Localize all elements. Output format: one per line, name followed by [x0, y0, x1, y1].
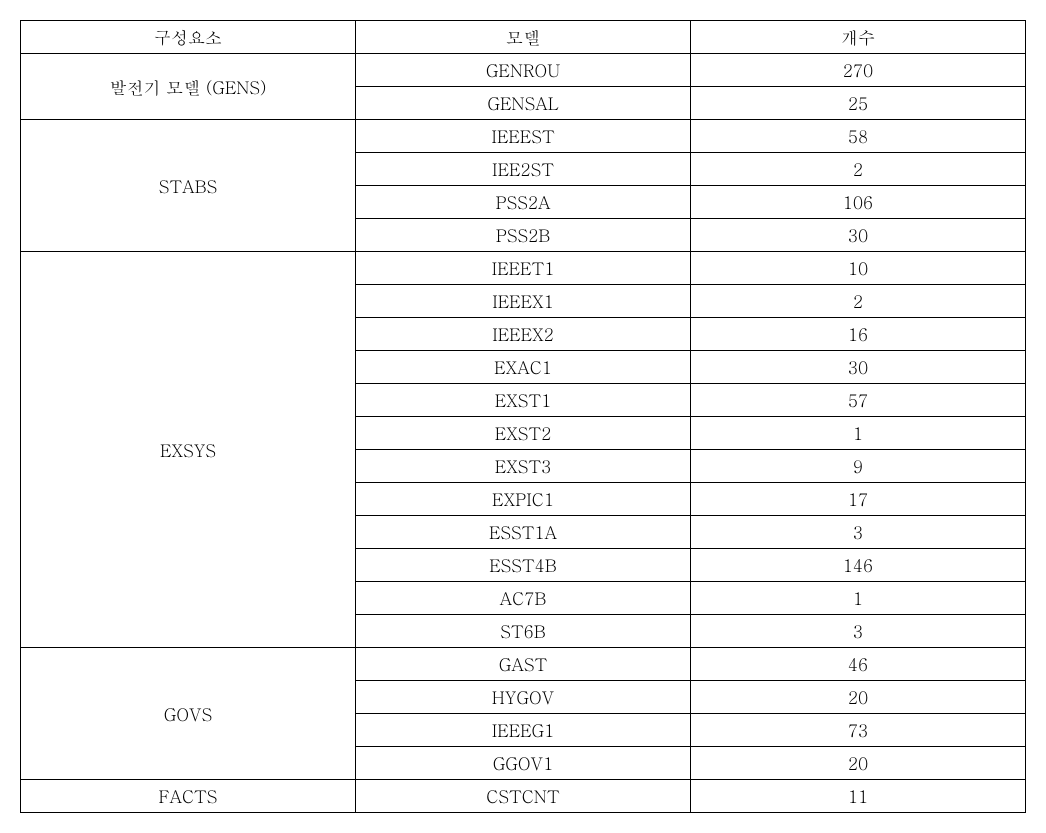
- component-cell: 발전기 모델 (GENS): [21, 54, 356, 120]
- model-cell: PSS2B: [356, 219, 691, 252]
- model-cell: GENROU: [356, 54, 691, 87]
- component-cell: GOVS: [21, 648, 356, 780]
- header-count: 개수: [691, 21, 1026, 54]
- count-cell: 73: [691, 714, 1026, 747]
- count-cell: 25: [691, 87, 1026, 120]
- table-row: EXSYSIEEET110: [21, 252, 1026, 285]
- model-cell: ST6B: [356, 615, 691, 648]
- header-row: 구성요소 모델 개수: [21, 21, 1026, 54]
- model-cell: ESST1A: [356, 516, 691, 549]
- count-cell: 17: [691, 483, 1026, 516]
- model-cell: EXST2: [356, 417, 691, 450]
- table-row: FACTSCSTCNT11: [21, 780, 1026, 813]
- model-cell: EXST3: [356, 450, 691, 483]
- count-cell: 2: [691, 153, 1026, 186]
- model-cell: HYGOV: [356, 681, 691, 714]
- table-body: 발전기 모델 (GENS)GENROU270GENSAL25STABSIEEES…: [21, 54, 1026, 813]
- count-cell: 3: [691, 615, 1026, 648]
- model-cell: EXPIC1: [356, 483, 691, 516]
- count-cell: 1: [691, 582, 1026, 615]
- model-cell: EXAC1: [356, 351, 691, 384]
- component-cell: EXSYS: [21, 252, 356, 648]
- model-cell: IEEET1: [356, 252, 691, 285]
- count-cell: 46: [691, 648, 1026, 681]
- model-cell: IEEEG1: [356, 714, 691, 747]
- count-cell: 9: [691, 450, 1026, 483]
- header-model: 모델: [356, 21, 691, 54]
- model-cell: ESST4B: [356, 549, 691, 582]
- model-cell: PSS2A: [356, 186, 691, 219]
- table-row: STABSIEEEST58: [21, 120, 1026, 153]
- component-cell: FACTS: [21, 780, 356, 813]
- model-cell: GAST: [356, 648, 691, 681]
- count-cell: 16: [691, 318, 1026, 351]
- header-component: 구성요소: [21, 21, 356, 54]
- count-cell: 270: [691, 54, 1026, 87]
- count-cell: 2: [691, 285, 1026, 318]
- model-cell: CSTCNT: [356, 780, 691, 813]
- count-cell: 1: [691, 417, 1026, 450]
- count-cell: 30: [691, 351, 1026, 384]
- count-cell: 3: [691, 516, 1026, 549]
- count-cell: 10: [691, 252, 1026, 285]
- count-cell: 146: [691, 549, 1026, 582]
- model-table: 구성요소 모델 개수 발전기 모델 (GENS)GENROU270GENSAL2…: [20, 20, 1026, 813]
- model-cell: EXST1: [356, 384, 691, 417]
- table-row: 발전기 모델 (GENS)GENROU270: [21, 54, 1026, 87]
- count-cell: 106: [691, 186, 1026, 219]
- model-cell: GENSAL: [356, 87, 691, 120]
- component-cell: STABS: [21, 120, 356, 252]
- count-cell: 58: [691, 120, 1026, 153]
- model-cell: AC7B: [356, 582, 691, 615]
- count-cell: 20: [691, 681, 1026, 714]
- model-cell: IEEEX2: [356, 318, 691, 351]
- model-cell: IEEEST: [356, 120, 691, 153]
- count-cell: 57: [691, 384, 1026, 417]
- table-row: GOVSGAST46: [21, 648, 1026, 681]
- model-cell: IEEEX1: [356, 285, 691, 318]
- model-cell: IEE2ST: [356, 153, 691, 186]
- count-cell: 11: [691, 780, 1026, 813]
- count-cell: 30: [691, 219, 1026, 252]
